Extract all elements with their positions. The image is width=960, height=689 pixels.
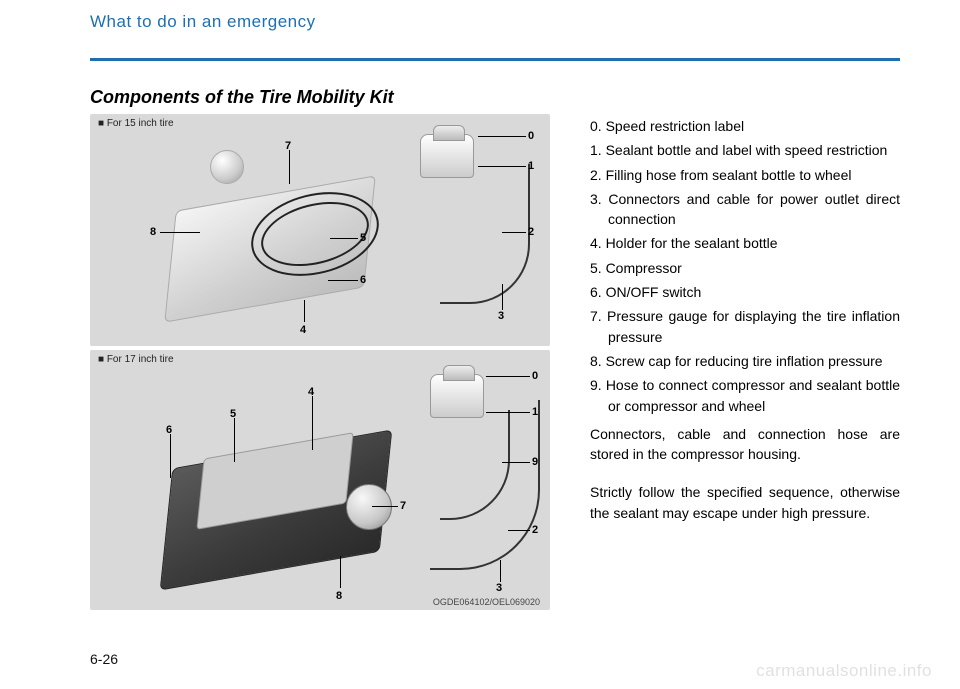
gauge-knob-17 (346, 484, 392, 530)
callout-number: 6 (360, 274, 366, 286)
callout-number: 0 (528, 130, 534, 142)
lead-line (340, 556, 341, 588)
list-item-2: 2. Filling hose from sealant bottle to w… (590, 165, 900, 185)
figure-17-inch: ■ For 17 inch tire OGDE064102/OEL069020 (90, 350, 550, 610)
figure-code: OGDE064102/OEL069020 (433, 597, 540, 607)
list-item-7: 7. Pressure gauge for displaying the tir… (590, 306, 900, 347)
callout-number: 5 (230, 408, 236, 420)
lead-line (372, 506, 398, 507)
lead-line (502, 462, 530, 463)
page-number: 6-26 (90, 651, 118, 667)
list-item-4: 4. Holder for the sealant bottle (590, 233, 900, 253)
lead-line (486, 412, 530, 413)
list-item-5: 5. Compressor (590, 258, 900, 278)
lead-line (289, 150, 290, 184)
callout-number: 3 (498, 310, 504, 322)
header-rule (90, 58, 900, 61)
page-header: What to do in an emergency (90, 34, 900, 61)
callout-number: 6 (166, 424, 172, 436)
manual-page: What to do in an emergency Components of… (0, 0, 960, 689)
lead-line (170, 434, 171, 478)
callout-number: 9 (532, 456, 538, 468)
section-title: Components of the Tire Mobility Kit (90, 87, 900, 108)
header-title: What to do in an emergency (90, 12, 322, 36)
figure1-caption: ■ For 15 inch tire (98, 118, 174, 129)
list-item-9: 9. Hose to connect compressor and sealan… (590, 375, 900, 416)
callout-number: 2 (528, 226, 534, 238)
note-storage: Connectors, cable and connection hose ar… (590, 424, 900, 465)
lead-line (312, 396, 313, 450)
callout-number: 1 (532, 406, 538, 418)
note-warning: Strictly follow the specified sequence, … (590, 482, 900, 523)
callout-number: 0 (532, 370, 538, 382)
callout-number: 8 (336, 590, 342, 602)
callout-number: 4 (308, 386, 314, 398)
callout-number: 7 (400, 500, 406, 512)
callout-number: 2 (532, 524, 538, 536)
pressure-gauge-15 (210, 150, 244, 184)
figure-15-inch: ■ For 15 inch tire 7 8 5 6 4 0 1 2 3 (90, 114, 550, 346)
figure2-caption: ■ For 17 inch tire (98, 354, 174, 365)
list-item-6: 6. ON/OFF switch (590, 282, 900, 302)
lead-line (330, 238, 358, 239)
lead-line (304, 300, 305, 322)
lead-line (328, 280, 358, 281)
callout-number: 1 (528, 160, 534, 172)
filling-hose-15 (440, 164, 530, 304)
lead-line (508, 530, 530, 531)
callout-number: 3 (496, 582, 502, 594)
lead-line (478, 136, 526, 137)
lead-line (500, 560, 501, 582)
lead-line (502, 232, 526, 233)
text-column: 0. Speed restriction label 1. Sealant bo… (590, 114, 900, 610)
list-item-3: 3. Connectors and cable for power outlet… (590, 189, 900, 230)
lead-line (502, 284, 503, 310)
lead-line (160, 232, 200, 233)
watermark: carmanualsonline.info (756, 661, 932, 681)
lead-line (486, 376, 530, 377)
content-row: ■ For 15 inch tire 785640123 ■ For 1 (90, 114, 900, 610)
figure-column: ■ For 15 inch tire 785640123 ■ For 1 (90, 114, 550, 610)
callout-number: 7 (285, 140, 291, 152)
list-item-0: 0. Speed restriction label (590, 116, 900, 136)
lead-line (234, 418, 235, 462)
callout-number: 8 (150, 226, 156, 238)
callout-number: 4 (300, 324, 306, 336)
list-item-1: 1. Sealant bottle and label with speed r… (590, 140, 900, 160)
list-item-8: 8. Screw cap for reducing tire inflation… (590, 351, 900, 371)
callout-number: 5 (360, 232, 366, 244)
lead-line (478, 166, 526, 167)
